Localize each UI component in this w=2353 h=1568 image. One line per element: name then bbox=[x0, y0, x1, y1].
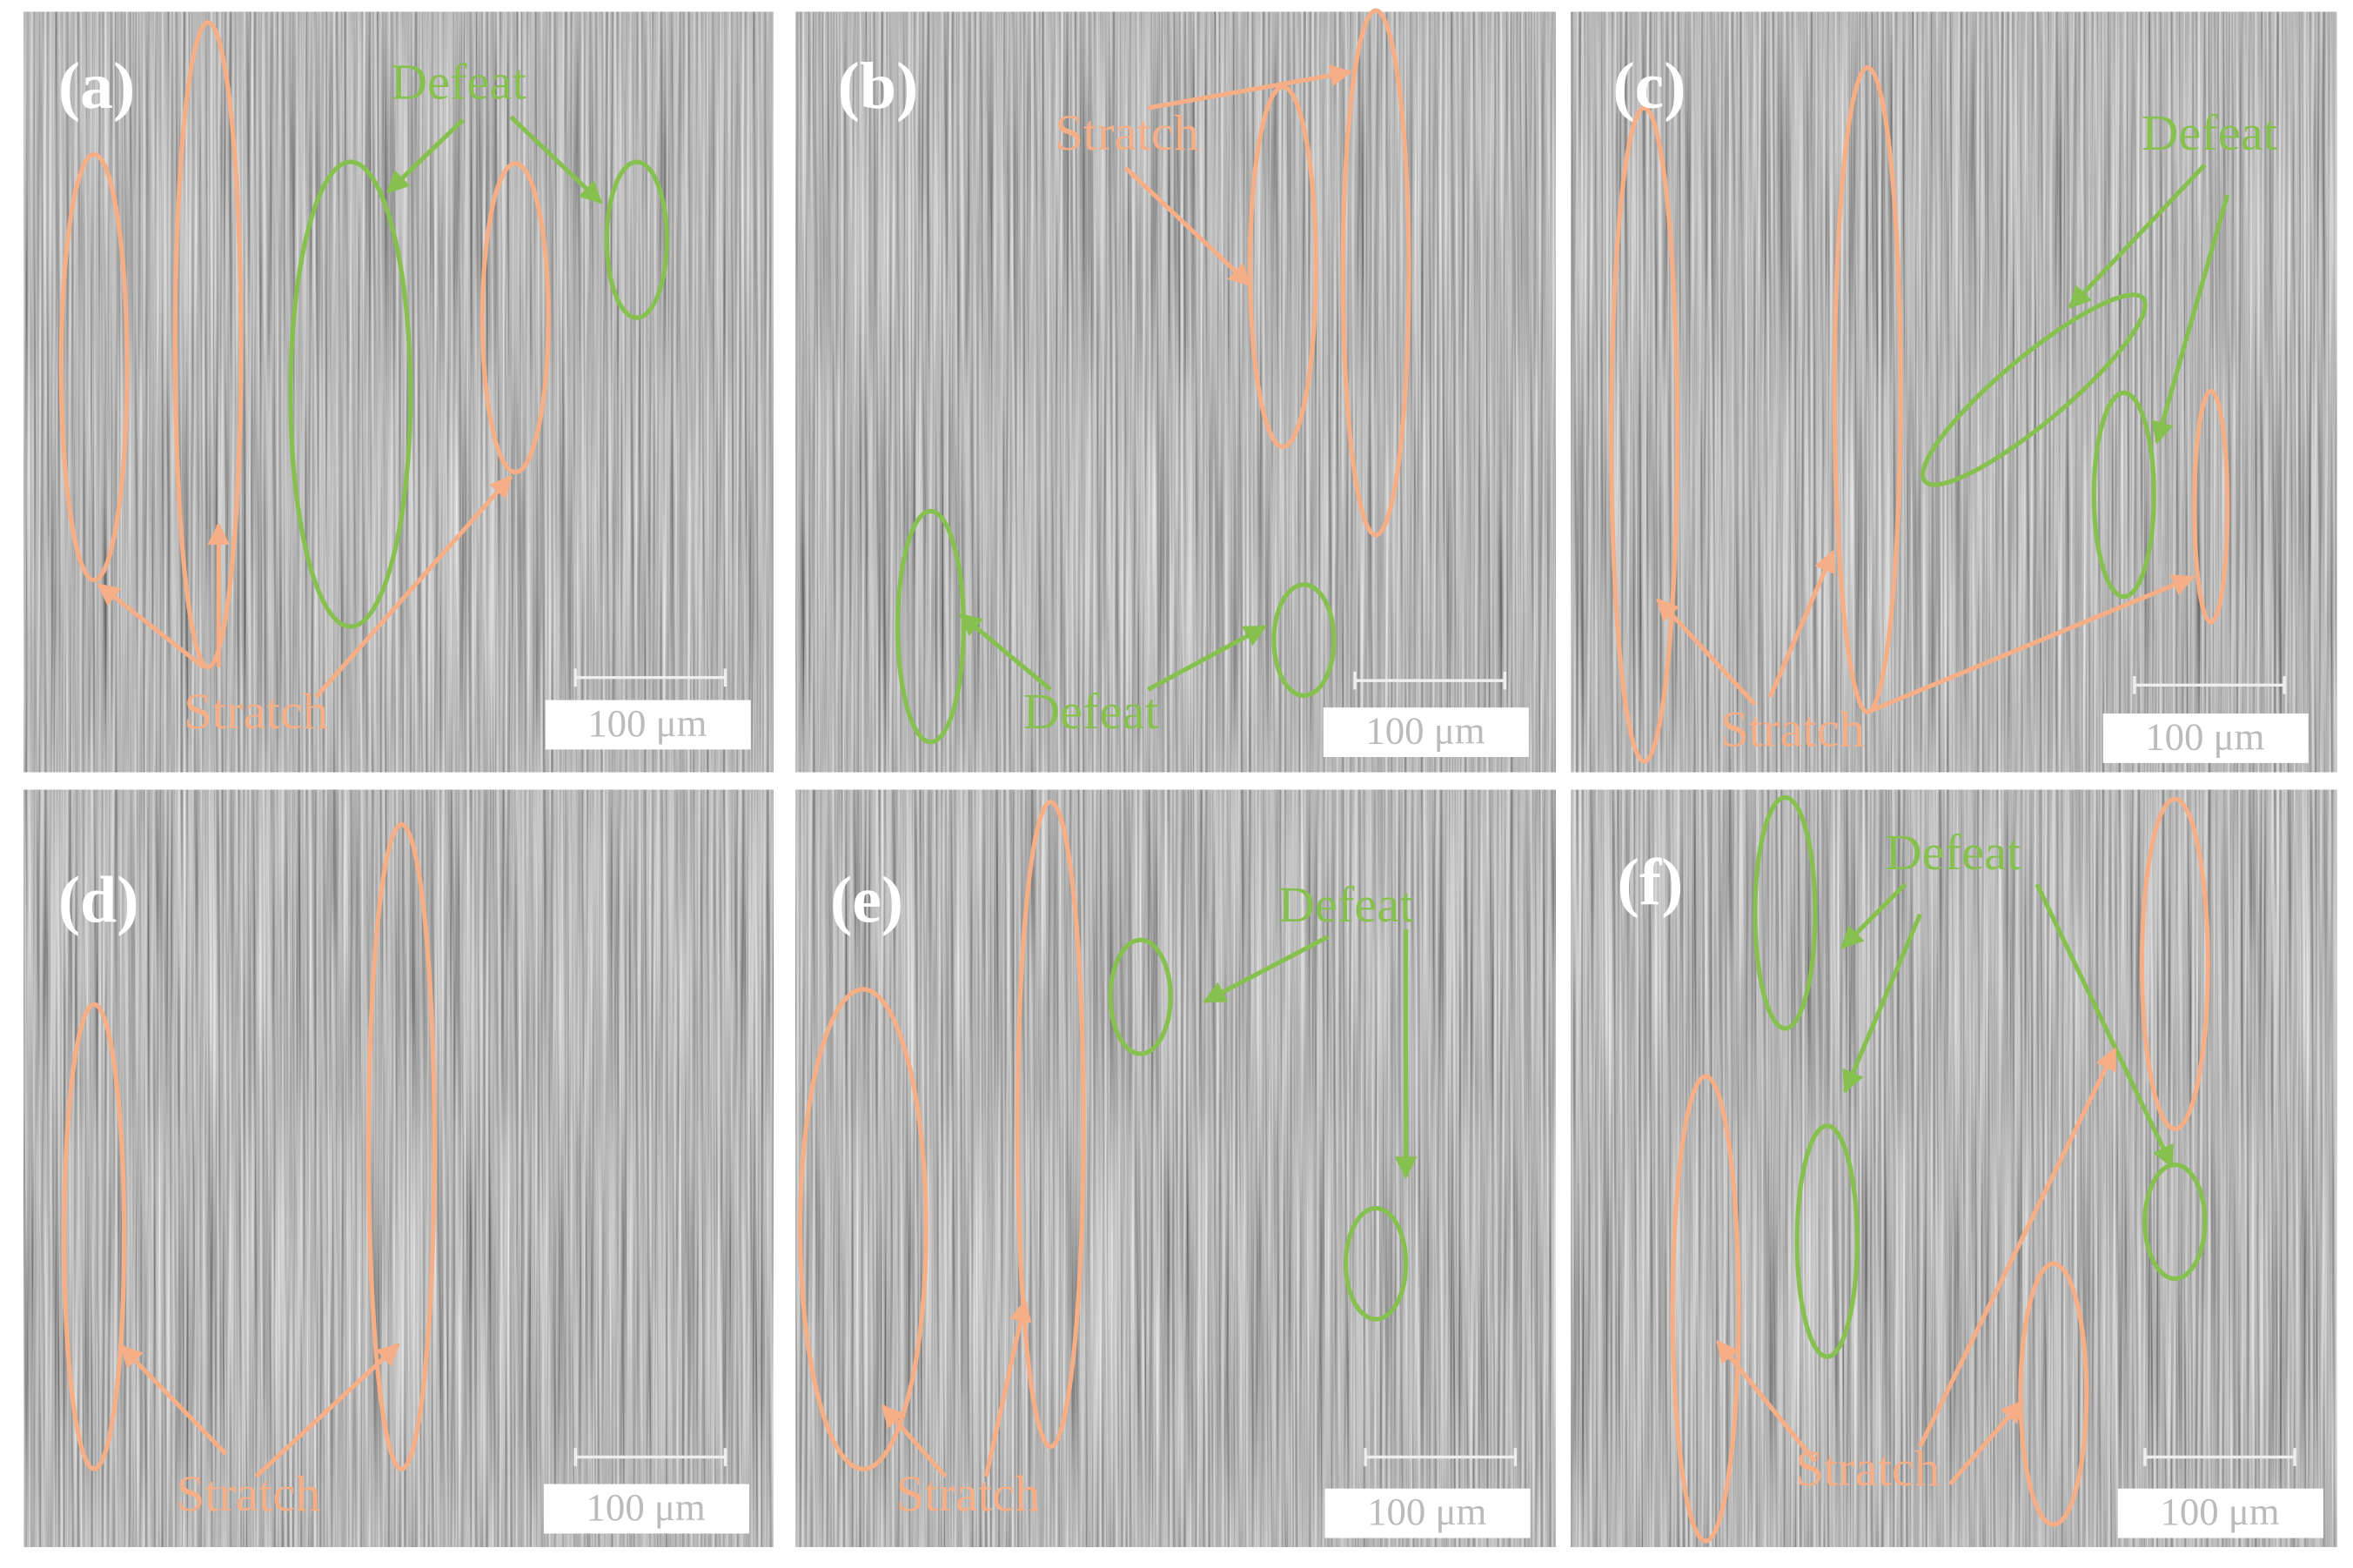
arrow bbox=[119, 1344, 228, 1456]
arrow bbox=[1767, 549, 1836, 699]
arrow bbox=[1867, 574, 2195, 714]
micrograph bbox=[23, 11, 774, 773]
scratch-ellipse bbox=[2192, 389, 2230, 625]
arrow bbox=[1947, 1399, 2024, 1486]
annotation: Defeat bbox=[1885, 824, 2021, 881]
panel-label: (d) bbox=[58, 864, 139, 937]
arrow bbox=[1147, 64, 1353, 111]
annotation: Stratch bbox=[177, 1465, 321, 1522]
arrow bbox=[1715, 1339, 1817, 1464]
scratch-ellipse bbox=[479, 161, 551, 475]
scale-bar-label: 100 μm bbox=[587, 1485, 706, 1529]
scale-box bbox=[1324, 1488, 1531, 1538]
arrow bbox=[1918, 1047, 2117, 1448]
arrow bbox=[1147, 624, 1267, 692]
scratch-ellipse bbox=[1670, 1074, 1741, 1544]
scratch-ellipse bbox=[172, 20, 244, 670]
scratch-ellipse bbox=[1015, 800, 1086, 1450]
annotation: Defeat bbox=[1023, 683, 1159, 740]
arrow bbox=[254, 1343, 400, 1478]
scratch-ellipse bbox=[2018, 1261, 2089, 1527]
annotation: Defeat bbox=[1278, 876, 1414, 933]
micrograph bbox=[795, 11, 1556, 773]
annotation: Defeat bbox=[2142, 104, 2277, 161]
arrow bbox=[385, 117, 465, 194]
arrow bbox=[1203, 935, 1330, 1004]
scale-bar-label: 100 μm bbox=[1365, 708, 1485, 752]
scratch-ellipse bbox=[62, 1002, 127, 1471]
defect-ellipse bbox=[2091, 390, 2156, 600]
arrow bbox=[1840, 882, 1907, 949]
scale-box bbox=[543, 1484, 750, 1534]
scale-box bbox=[545, 700, 751, 750]
annotation: Stratch bbox=[184, 683, 328, 740]
micrograph bbox=[23, 789, 774, 1547]
scratch-ellipse bbox=[798, 987, 928, 1471]
panel-label: (f) bbox=[1617, 846, 1683, 919]
arrow bbox=[881, 1404, 948, 1478]
scratch-ellipse bbox=[58, 151, 130, 583]
scale-box bbox=[2102, 714, 2309, 763]
arrow bbox=[958, 613, 1052, 692]
scale-bar-label: 100 μm bbox=[1367, 1490, 1486, 1533]
defect-ellipse bbox=[604, 159, 669, 320]
defect-ellipse bbox=[1344, 1205, 1409, 1322]
scale-box bbox=[2117, 1488, 2323, 1538]
scale-bar-label: 100 μm bbox=[2160, 1490, 2279, 1533]
arrow bbox=[509, 115, 603, 204]
arrow bbox=[2151, 194, 2230, 445]
arrow bbox=[1656, 598, 1757, 707]
annotation: Stratch bbox=[1720, 701, 1865, 758]
arrow bbox=[983, 1298, 1032, 1478]
scratch-ellipse bbox=[2139, 796, 2210, 1131]
arrow bbox=[1842, 913, 1922, 1094]
defect-ellipse bbox=[1753, 794, 1818, 1031]
defect-ellipse bbox=[1794, 1123, 1860, 1359]
scale-bar-label: 100 μm bbox=[587, 701, 707, 745]
scratch-ellipse bbox=[1609, 105, 1679, 764]
arrow bbox=[2068, 163, 2207, 310]
scratch-ellipse bbox=[1340, 8, 1411, 538]
annotation: Stratch bbox=[1795, 1440, 1940, 1497]
panel-label: (b) bbox=[838, 50, 919, 123]
defect-ellipse bbox=[1271, 582, 1337, 698]
panel-label: (e) bbox=[830, 864, 903, 937]
micrograph bbox=[1571, 789, 2337, 1547]
scale-box bbox=[1323, 707, 1529, 757]
defect-ellipse bbox=[1921, 292, 2148, 487]
arrow bbox=[314, 474, 513, 699]
defect-ellipse bbox=[2142, 1162, 2208, 1282]
annotation: Stratch bbox=[1055, 104, 1199, 161]
defect-ellipse bbox=[288, 159, 413, 629]
arrow bbox=[2035, 883, 2175, 1169]
scale-bar-label: 100 μm bbox=[2145, 714, 2264, 758]
panel-label: (a) bbox=[58, 50, 135, 123]
annotation: Stratch bbox=[896, 1465, 1041, 1522]
arrow bbox=[1123, 166, 1252, 287]
panel-label: (c) bbox=[1612, 50, 1686, 123]
arrow bbox=[97, 582, 205, 669]
annotation: Defeat bbox=[391, 53, 526, 110]
defect-ellipse bbox=[1108, 937, 1173, 1056]
scratch-ellipse bbox=[365, 821, 437, 1471]
